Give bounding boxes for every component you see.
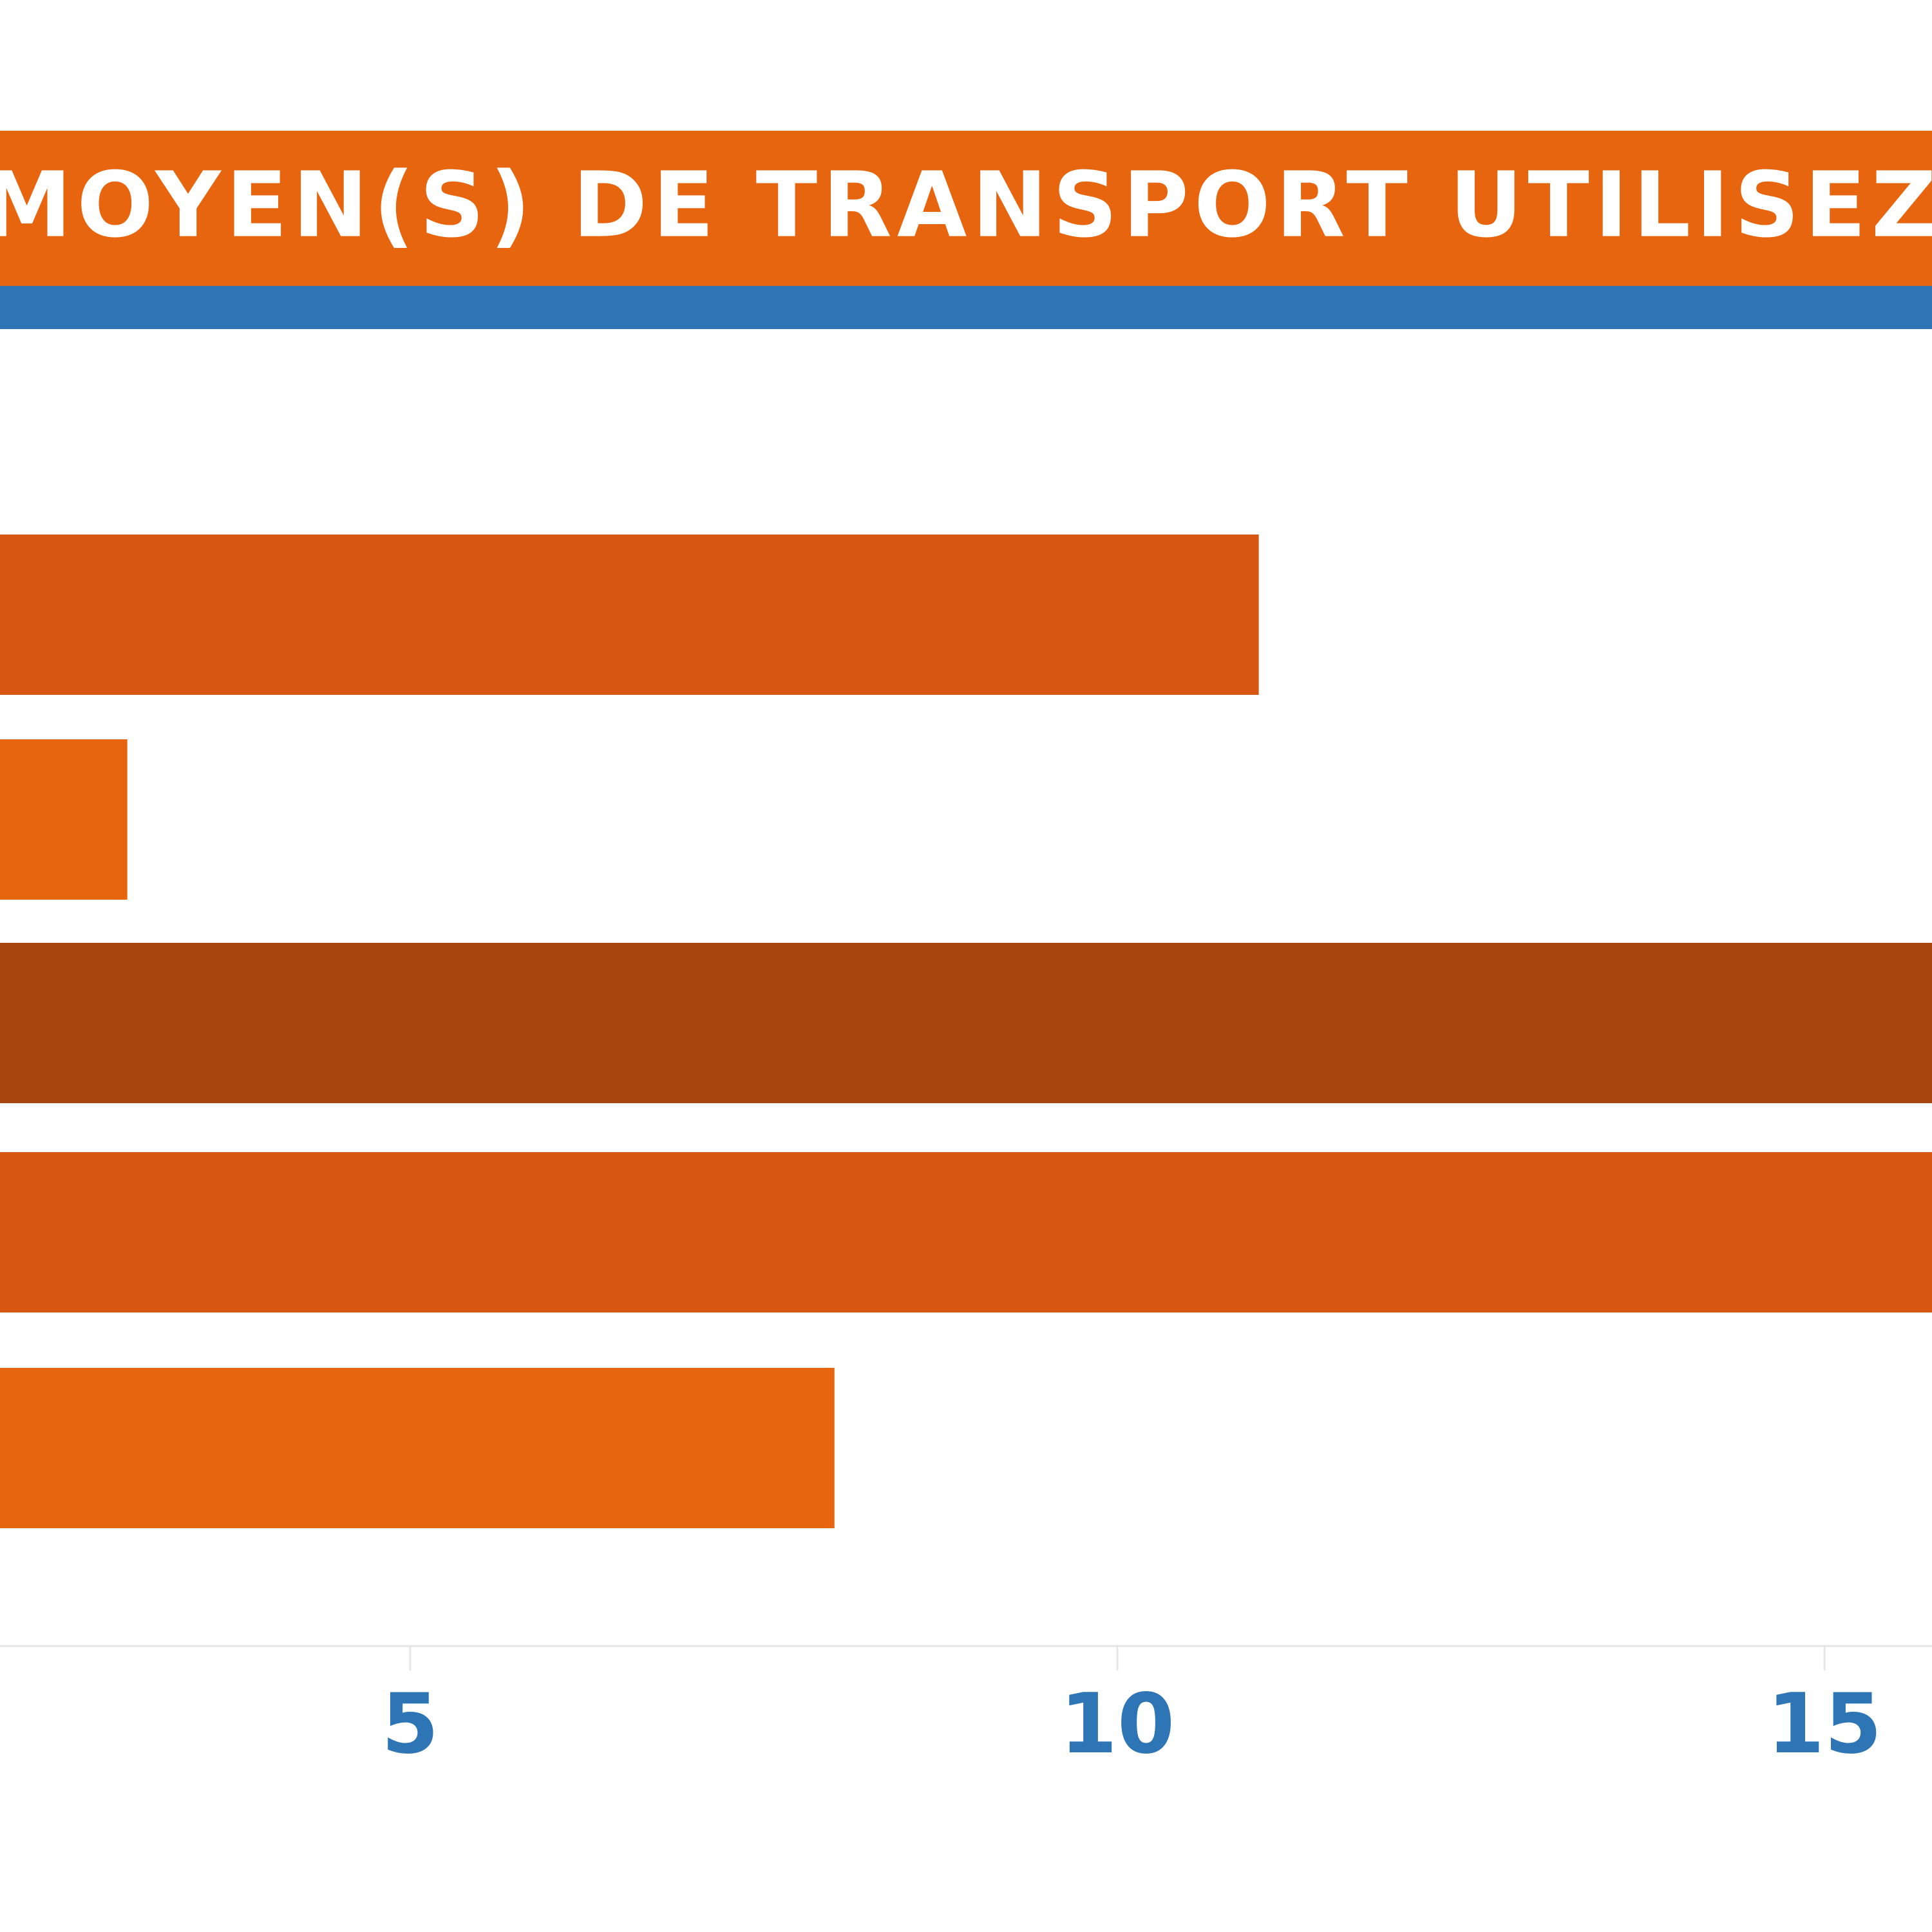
title-band <box>0 131 1932 286</box>
x-tick-label: 5 <box>381 1676 439 1772</box>
chart-title: MOYEN(S) DE TRANSPORT UTILISEZ-VOUS AU Q… <box>0 153 1932 258</box>
bar <box>0 1152 1932 1312</box>
title-stripe <box>0 286 1932 329</box>
bar <box>0 1368 835 1528</box>
x-tick-label: 15 <box>1767 1676 1882 1772</box>
bar <box>0 943 1932 1103</box>
bar <box>0 535 1259 695</box>
bar <box>0 739 128 900</box>
x-tick-label: 10 <box>1060 1676 1175 1772</box>
